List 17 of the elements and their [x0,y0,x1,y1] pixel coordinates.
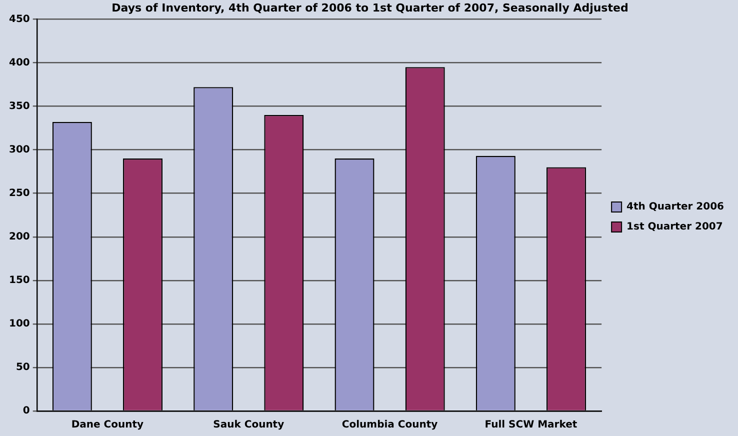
y-tick-label: 100 [9,318,30,330]
x-tick-label: Dane County [71,420,144,431]
y-tick-label: 150 [9,274,30,286]
x-tick-label: Full SCW Market [484,420,578,431]
y-tick-label: 400 [9,57,30,68]
y-tick-label: 0 [22,406,30,417]
chart-title: Days of Inventory, 4th Quarter of 2006 to 1st Quarter of 2007, Seasonally Adjusted [112,1,628,14]
x-tick-label: Sauk County [213,420,285,431]
y-tick-label: 450 [9,14,30,25]
y-tick-label: 50 [16,362,30,374]
x-tick-label: Columbia County [342,420,438,431]
legend-label: 4th Quarter 2006 [626,202,724,213]
legend-label: 1st Quarter 2007 [626,222,723,233]
y-tick-label: 200 [9,231,30,242]
y-tick-label: 250 [9,188,30,199]
y-tick-label: 300 [9,144,30,156]
y-tick-label: 350 [9,100,30,112]
